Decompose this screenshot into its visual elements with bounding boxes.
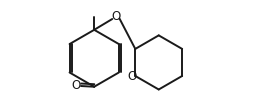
Text: O: O [127,70,136,83]
Text: O: O [71,79,80,92]
Text: O: O [111,10,120,23]
